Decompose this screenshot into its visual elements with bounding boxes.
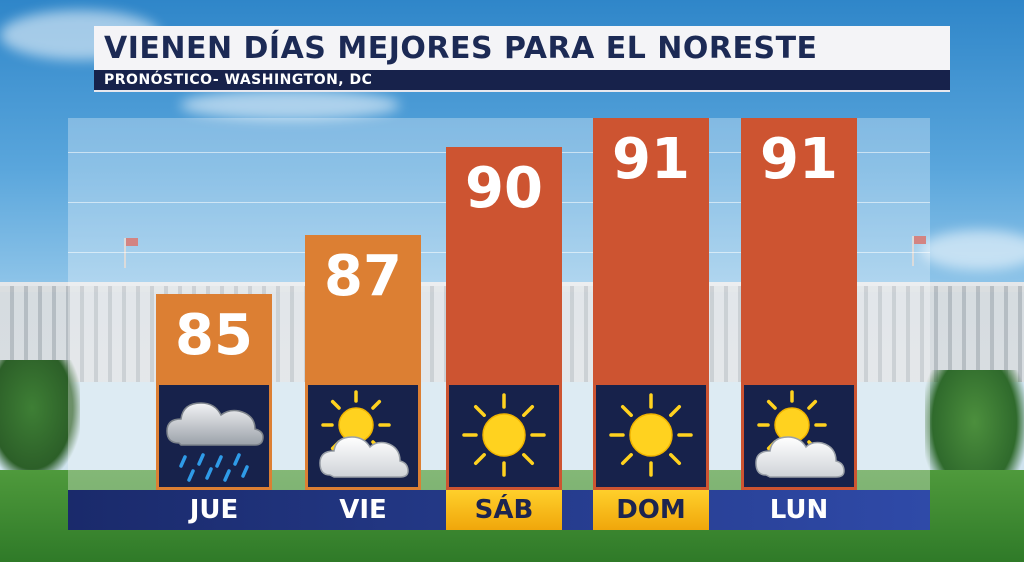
temperature-bar: 87 [305,235,421,490]
weather-icon-box [593,382,709,490]
weather-icon-box [156,381,272,490]
subheadline-text: PRONÓSTICO- WASHINGTON, DC [104,72,373,88]
temperature-bar: 85 [156,294,272,490]
trees-left [0,360,80,480]
partly-sunny-icon [308,385,418,487]
day-label: SÁB [446,490,562,530]
temperature-bar: 90 [446,147,562,490]
day-label: LUN [769,495,829,525]
flag-icon [124,238,138,268]
temperature-value: 87 [324,244,402,310]
rain-cloud-icon [159,385,269,487]
temperature-bar: 91 [741,118,857,490]
headline: VIENEN DÍAS MEJORES PARA EL NORESTE [94,26,950,70]
temperature-value: 90 [465,156,543,222]
weather-icon-box [305,381,421,490]
day-label: VIE [339,495,387,525]
forecast-chart-panel: 85 87 90 91 91 [68,118,930,490]
headline-text: VIENEN DÍAS MEJORES PARA EL NORESTE [104,30,818,66]
cloud-decoration [920,230,1024,270]
weather-icon-box [741,382,857,490]
temperature-value: 91 [760,127,838,192]
sun-icon [596,385,706,487]
cloud-decoration [180,90,400,120]
flag-icon [912,236,926,266]
temperature-bar: 91 [593,118,709,490]
subheadline: PRONÓSTICO- WASHINGTON, DC [94,70,950,92]
temperature-value: 85 [175,303,253,369]
day-label: JUE [189,495,239,525]
sun-icon [449,385,559,487]
temperature-value: 91 [612,127,690,192]
day-label: DOM [593,490,709,530]
partly-sunny-icon [744,385,854,487]
weather-icon-box [446,381,562,490]
day-strip: JUE VIE SÁB DOM LUN [68,490,930,530]
